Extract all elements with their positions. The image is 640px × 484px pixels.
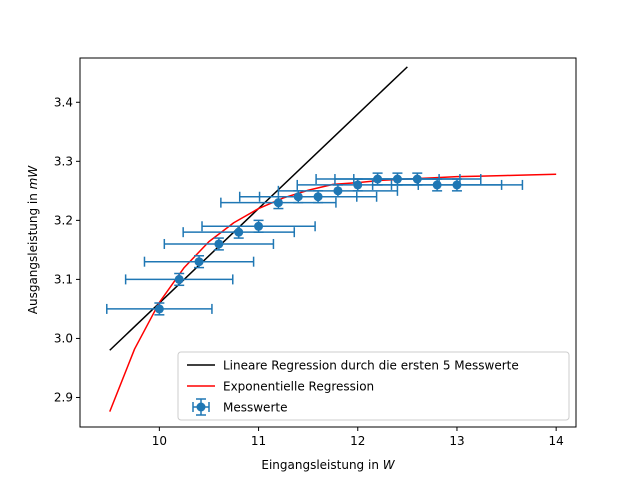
data-point xyxy=(412,174,422,184)
y-tick-label: 3.0 xyxy=(54,331,73,345)
data-point-group xyxy=(277,184,399,198)
x-axis-label: Eingangsleistung in W xyxy=(261,458,395,472)
y-tick-label: 3.1 xyxy=(54,272,73,286)
data-point-group xyxy=(106,302,213,316)
legend-box xyxy=(177,351,570,421)
data-point xyxy=(234,227,244,237)
x-tick-label: 10 xyxy=(152,434,167,448)
axes: 10 11 12 13 14 2.9 3.0 3.1 3.2 3.3 3.4 xyxy=(54,57,577,448)
legend: Lineare Regression durch die ersten 5 Me… xyxy=(177,351,570,421)
data-point xyxy=(333,186,343,196)
y-tick-label: 3.4 xyxy=(54,95,73,109)
legend-item-linear-label: Lineare Regression durch die ersten 5 Me… xyxy=(223,359,519,373)
data-point xyxy=(273,198,283,208)
data-point-group xyxy=(390,178,524,192)
plot-data xyxy=(106,66,557,412)
data-point xyxy=(254,221,264,231)
plot-area xyxy=(106,66,557,412)
legend-item-exponential-label: Exponentielle Regression xyxy=(223,380,374,394)
data-point xyxy=(313,192,323,202)
data-point-group xyxy=(182,225,296,239)
legend-item-measurements-swatch-marker xyxy=(196,402,206,412)
y-tick-label: 3.2 xyxy=(54,213,73,227)
y-tick-label: 2.9 xyxy=(54,390,73,404)
y-tick-label: 3.3 xyxy=(54,154,73,168)
data-point xyxy=(174,274,184,284)
data-point-group xyxy=(143,255,255,269)
data-point-group xyxy=(124,272,234,287)
x-tick-label: 14 xyxy=(549,434,564,448)
x-tick-label: 11 xyxy=(251,434,266,448)
data-point-group xyxy=(163,237,275,251)
data-point xyxy=(452,180,462,190)
axes-frame xyxy=(79,57,577,428)
data-point xyxy=(353,180,363,190)
y-axis-label: Ausgangsleistung in mW xyxy=(26,165,40,315)
x-tick-label: 12 xyxy=(350,434,365,448)
data-point xyxy=(214,239,224,249)
data-point-group xyxy=(201,219,316,233)
data-point xyxy=(194,257,204,267)
x-tick-label: 13 xyxy=(449,434,464,448)
legend-item-measurements-label: Messwerte xyxy=(223,401,287,415)
data-point xyxy=(154,304,164,314)
